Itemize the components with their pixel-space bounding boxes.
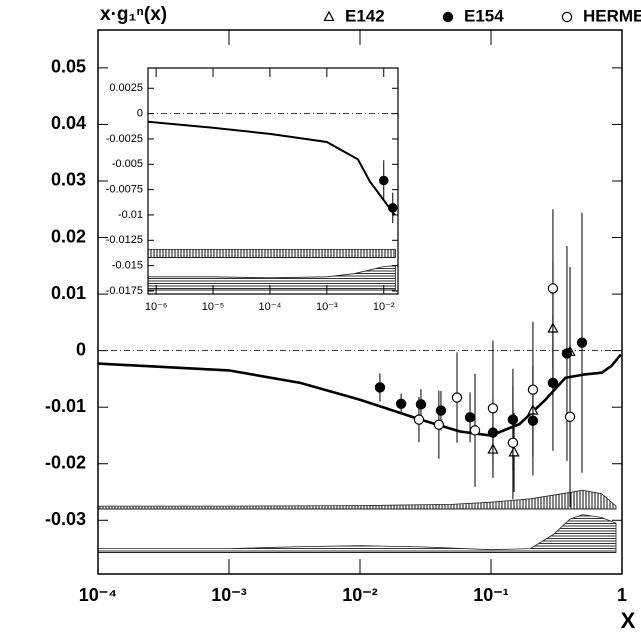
legend-marker — [442, 11, 454, 23]
y-tick-label: 0.05 — [51, 57, 86, 77]
fit-curve — [148, 120, 396, 216]
x-tick-label: 1 — [617, 585, 627, 605]
error-band — [148, 249, 396, 258]
x-tick-label: 10⁻¹ — [473, 585, 509, 605]
x-tick-label: 10⁻³ — [316, 301, 338, 313]
marker — [415, 399, 427, 410]
marker — [374, 382, 386, 393]
legend-label: E154 — [464, 6, 504, 25]
y-tick-label: 0 — [76, 339, 86, 359]
marker — [395, 398, 407, 409]
x-axis-label: X — [621, 608, 636, 633]
legend-marker — [323, 10, 335, 22]
y-tick-label: 0 — [137, 108, 143, 120]
marker — [508, 446, 520, 457]
x-tick-label: 10⁻⁴ — [259, 301, 282, 313]
marker — [564, 411, 576, 422]
x-tick-label: 10⁻⁶ — [145, 301, 168, 313]
legend-label: HERMES — [583, 6, 641, 25]
marker — [487, 403, 499, 414]
marker — [561, 348, 573, 359]
error-band — [98, 514, 617, 553]
y-tick-label: -0.0075 — [106, 184, 143, 196]
marker — [547, 283, 559, 294]
y-tick-label: -0.01 — [118, 209, 143, 221]
marker — [433, 419, 445, 430]
inset-plot: -0.0175 -0.015 -0.0125 -0.01 -0.0075 -0.005 -0… — [106, 67, 399, 313]
y-tick-label: -0.015 — [112, 260, 143, 272]
y-tick-label: -0.0025 — [106, 133, 143, 145]
x-tick-label: 10⁻² — [373, 301, 395, 313]
y-tick-label: -0.03 — [45, 509, 86, 529]
marker — [413, 414, 425, 425]
marker — [464, 412, 476, 423]
marker — [527, 384, 539, 395]
y-tick-label: 0.03 — [51, 170, 86, 190]
y-tick-label: 0.0025 — [109, 82, 143, 94]
x-tick-label: 10⁻⁵ — [202, 301, 225, 313]
marker — [378, 175, 389, 186]
marker — [576, 337, 588, 348]
fit-curve — [98, 353, 622, 437]
y-tick-label: -0.0175 — [106, 285, 143, 297]
plot-area — [148, 113, 398, 291]
plot-area — [98, 209, 622, 554]
y-tick-label: 0.02 — [51, 226, 86, 246]
legend-marker — [561, 11, 573, 23]
y-tick-label: 0.04 — [51, 113, 86, 133]
y-axis-label: x·g₁ⁿ(x) — [100, 4, 167, 25]
x-tick-label: 10⁻² — [342, 585, 378, 605]
y-tick-label: -0.02 — [45, 452, 86, 472]
y-tick-label: 0.01 — [51, 283, 86, 303]
legend: E142 E154 HERMES — [323, 6, 641, 25]
y-tick-label: -0.005 — [112, 158, 143, 170]
marker — [469, 425, 481, 436]
legend-label: E142 — [345, 6, 385, 25]
error-band — [98, 489, 617, 510]
axes-frame — [147, 67, 399, 295]
marker — [435, 405, 447, 416]
marker — [507, 437, 519, 449]
x-tick-label: 10⁻³ — [211, 585, 247, 605]
plot-frame — [148, 68, 398, 294]
y-tick-label: -0.01 — [45, 396, 86, 416]
marker — [387, 203, 398, 213]
x-tick-label: 10⁻⁴ — [79, 585, 117, 605]
marker — [547, 377, 559, 389]
y-tick-label: -0.0125 — [106, 234, 143, 246]
marker — [451, 392, 463, 403]
error-band — [148, 265, 396, 291]
